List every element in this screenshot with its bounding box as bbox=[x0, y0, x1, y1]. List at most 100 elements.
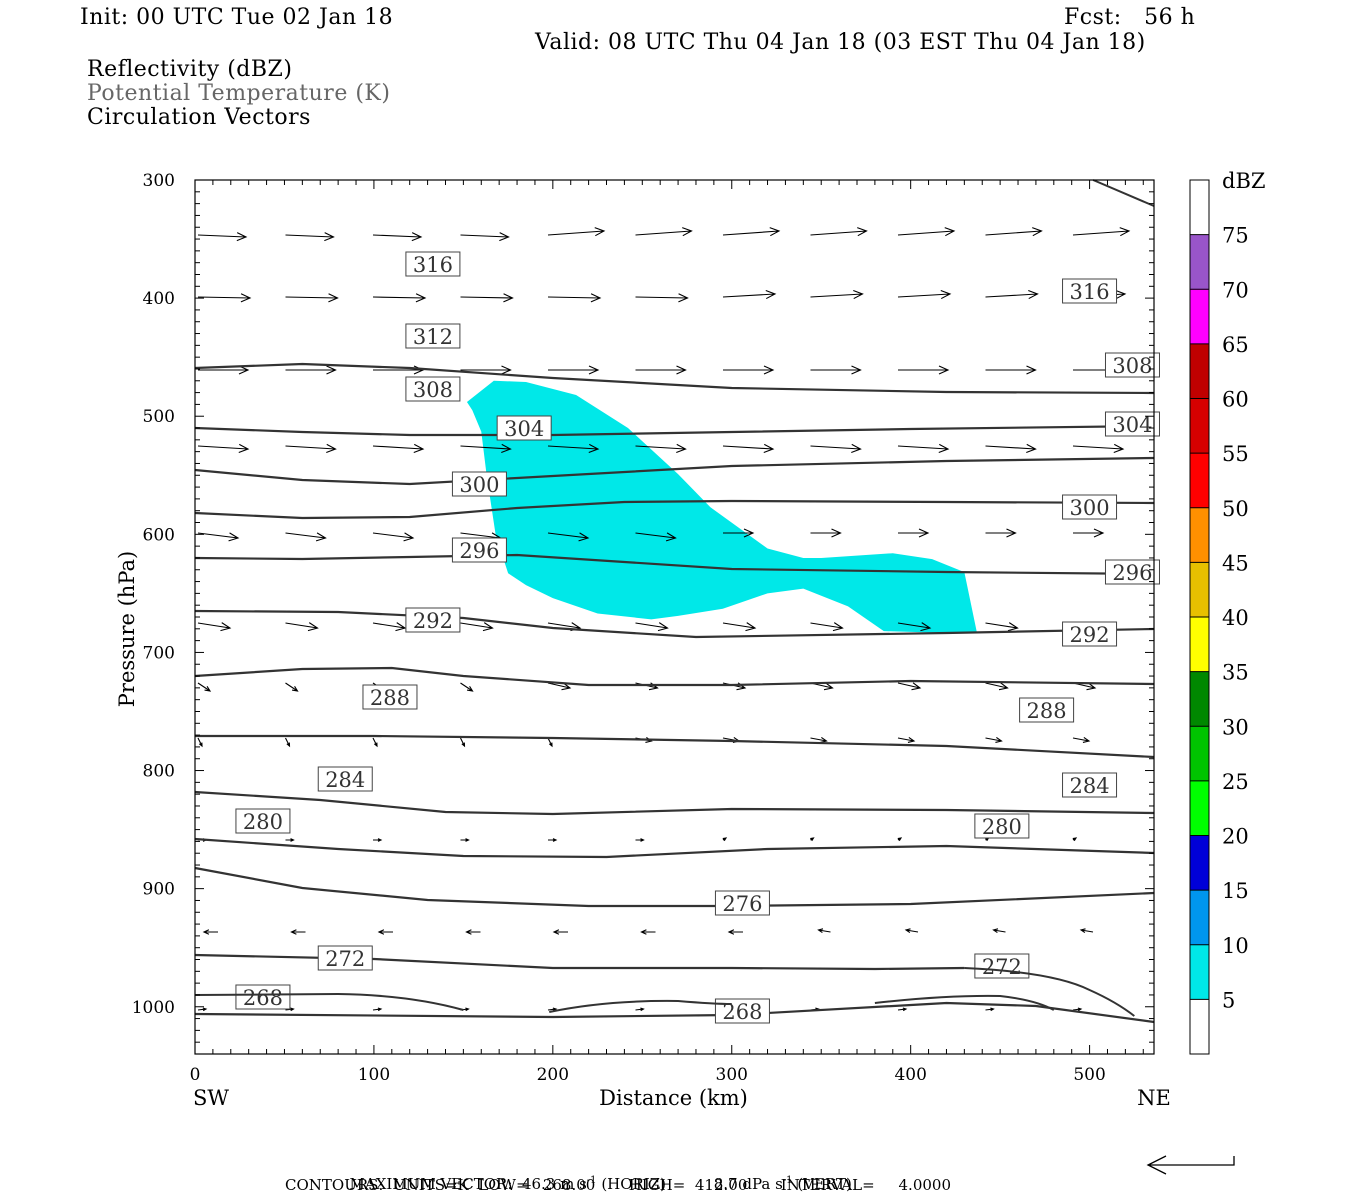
wind-arrow-106 bbox=[817, 928, 831, 934]
theta-contour-272-curve bbox=[964, 967, 1135, 1017]
colorbar-cell-35 bbox=[1190, 617, 1209, 672]
wind-arrow-6 bbox=[722, 227, 781, 237]
theta-label-304: 304 bbox=[1112, 413, 1152, 437]
colorbar-cell-50 bbox=[1190, 453, 1209, 508]
wind-arrow-41 bbox=[897, 443, 950, 454]
theta-label-box-272 bbox=[317, 945, 373, 971]
max-vector-title: MAXIMUM VECTOR: bbox=[349, 1175, 513, 1193]
y-tick-label-400: 400 bbox=[143, 289, 175, 309]
wind-arrow-46 bbox=[372, 532, 415, 542]
theta-contour-296 bbox=[194, 609, 1155, 639]
theta-label-box-276 bbox=[714, 890, 770, 916]
wind-arrow-119 bbox=[985, 1007, 995, 1012]
x-tick-label-300: 300 bbox=[716, 1065, 748, 1085]
theta-label-304: 304 bbox=[504, 417, 544, 441]
wind-arrow-89 bbox=[285, 838, 295, 842]
theta-label-box-272 bbox=[974, 953, 1030, 979]
wind-arrow-50 bbox=[723, 528, 755, 538]
wind-arrow-16 bbox=[635, 293, 689, 303]
colorbar-cell-below-5 bbox=[1190, 999, 1209, 1054]
wind-arrow-63 bbox=[897, 622, 932, 632]
wind-arrow-92 bbox=[548, 838, 558, 842]
wind-arrow-49 bbox=[635, 532, 677, 542]
colorbar-cell-25 bbox=[1190, 726, 1209, 781]
x-end-label-sw: SW bbox=[193, 1086, 229, 1110]
y-tick-label-800: 800 bbox=[143, 762, 175, 782]
wind-arrow-109 bbox=[1079, 928, 1094, 934]
wind-arrow-108 bbox=[992, 928, 1006, 934]
colorbar-cell-60 bbox=[1190, 343, 1209, 399]
wind-arrow-112 bbox=[372, 1007, 383, 1012]
wind-arrow-36 bbox=[460, 443, 512, 454]
wind-arrow-45 bbox=[285, 532, 327, 542]
wind-arrow-11 bbox=[197, 293, 252, 303]
wind-arrow-9 bbox=[985, 227, 1043, 237]
colorbar-frame bbox=[1189, 179, 1210, 1055]
wind-arrow-51 bbox=[810, 528, 842, 538]
wind-arrow-55 bbox=[197, 622, 232, 632]
theta-contour-316 bbox=[194, 362, 1155, 395]
colorbar-label-20: 20 bbox=[1222, 825, 1249, 849]
wind-arrow-78 bbox=[285, 737, 291, 748]
theta-contour-268-arc-mid bbox=[549, 999, 732, 1013]
wind-arrow-54 bbox=[1073, 528, 1105, 538]
wind-arrow-70 bbox=[547, 682, 572, 691]
wind-arrow-85 bbox=[897, 736, 916, 744]
wind-arrow-91 bbox=[460, 838, 470, 842]
theta-label-288: 288 bbox=[370, 686, 410, 710]
wind-arrow-71 bbox=[635, 682, 659, 691]
wind-arrow-64 bbox=[985, 622, 1019, 632]
colorbar-label-75: 75 bbox=[1222, 224, 1249, 248]
max-horiz-value: 46.3 m s bbox=[521, 1175, 587, 1193]
wind-arrow-29 bbox=[810, 365, 862, 375]
theta-contour-268 bbox=[194, 1001, 1155, 1024]
theta-label-292: 292 bbox=[413, 609, 453, 633]
wind-arrow-18 bbox=[810, 289, 864, 300]
wind-arrow-42 bbox=[985, 443, 1037, 454]
theta-label-box-268 bbox=[235, 984, 291, 1010]
contours-info: CONTOURS: UNITS=K LOW= 268.00 HIGH= 412.… bbox=[285, 1176, 951, 1194]
theta-label-box-292 bbox=[405, 607, 461, 633]
horiz-exponent: -1 bbox=[586, 1175, 597, 1186]
theta-label-288: 288 bbox=[1027, 699, 1067, 723]
theta-label-316: 316 bbox=[1069, 280, 1109, 304]
colorbar-label-45: 45 bbox=[1222, 551, 1249, 575]
theta-label-284: 284 bbox=[325, 768, 365, 792]
colorbar-label-70: 70 bbox=[1222, 278, 1249, 302]
wind-arrow-53 bbox=[985, 528, 1017, 538]
theta-label-box-308 bbox=[405, 376, 461, 402]
wind-arrow-44 bbox=[197, 532, 240, 542]
wind-arrow-58 bbox=[460, 622, 494, 632]
y-tick-label-700: 700 bbox=[143, 643, 175, 663]
wind-arrow-96 bbox=[897, 837, 903, 842]
wind-arrow-67 bbox=[285, 682, 299, 692]
theta-label-box-304 bbox=[496, 415, 552, 441]
wind-arrow-5 bbox=[635, 227, 693, 237]
wind-arrow-66 bbox=[197, 682, 212, 692]
colorbar-cell-5 bbox=[1190, 944, 1209, 1000]
x-tick-label-400: 400 bbox=[894, 1065, 926, 1085]
wind-arrow-26 bbox=[548, 365, 600, 375]
wind-arrow-20 bbox=[985, 289, 1039, 300]
colorbar-label-25: 25 bbox=[1222, 770, 1249, 794]
wind-arrow-38 bbox=[635, 443, 687, 454]
colorbar-label-5: 5 bbox=[1222, 988, 1235, 1012]
wind-arrow-102 bbox=[465, 929, 481, 935]
valid-time-label: Valid: 08 UTC Thu 04 Jan 18 (03 EST Thu … bbox=[535, 30, 1146, 55]
field-label-reflectivity: Reflectivity (dBZ) bbox=[87, 57, 293, 82]
theta-label-272: 272 bbox=[982, 955, 1022, 979]
theta-label-box-300 bbox=[451, 471, 507, 497]
wind-arrow-25 bbox=[460, 365, 512, 375]
colorbar-cell-45 bbox=[1190, 507, 1209, 563]
theta-label-280: 280 bbox=[982, 815, 1022, 839]
theta-contour-top-corner bbox=[1092, 179, 1155, 207]
wind-arrow-39 bbox=[722, 443, 775, 454]
theta-label-308: 308 bbox=[413, 378, 453, 402]
wind-arrow-4 bbox=[547, 227, 606, 237]
wind-arrow-14 bbox=[460, 293, 514, 303]
theta-label-268: 268 bbox=[243, 986, 283, 1010]
wind-arrow-87 bbox=[1072, 736, 1091, 744]
wind-arrow-69 bbox=[460, 682, 474, 692]
wind-arrow-107 bbox=[904, 928, 919, 934]
plot-frame bbox=[194, 179, 1155, 1055]
